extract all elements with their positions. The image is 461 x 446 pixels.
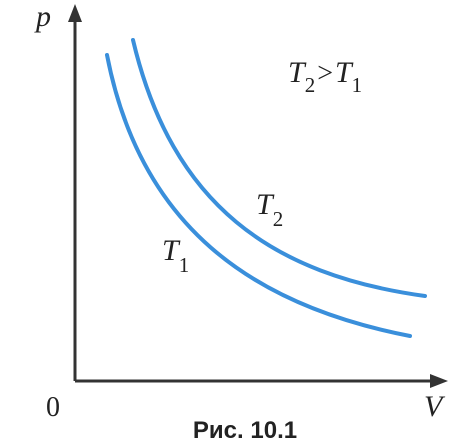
y-axis-label: p [34, 0, 51, 33]
isotherm-t2 [131, 38, 427, 298]
condition: T2>T1 [288, 56, 362, 97]
condition-sub: 2 [305, 73, 316, 97]
curve-label-sub: 2 [273, 207, 284, 231]
curve-label-sub: 1 [179, 253, 190, 277]
x-axis-label: V [424, 390, 446, 423]
curve-label-main: T [162, 234, 181, 267]
x-axis-arrow [430, 374, 448, 388]
y-axis-arrow [68, 4, 82, 22]
condition-term: T [288, 56, 307, 89]
curve-label: T2 [256, 188, 283, 231]
condition-op: > [317, 58, 333, 89]
isotherm-t1 [105, 53, 412, 338]
condition-term: T [335, 56, 354, 89]
origin-label: 0 [46, 392, 60, 423]
curve-label-main: T [256, 188, 275, 221]
condition-sub: 1 [352, 73, 363, 97]
curve-label: T1 [162, 234, 189, 277]
caption: Рис. 10.1 [193, 417, 297, 444]
